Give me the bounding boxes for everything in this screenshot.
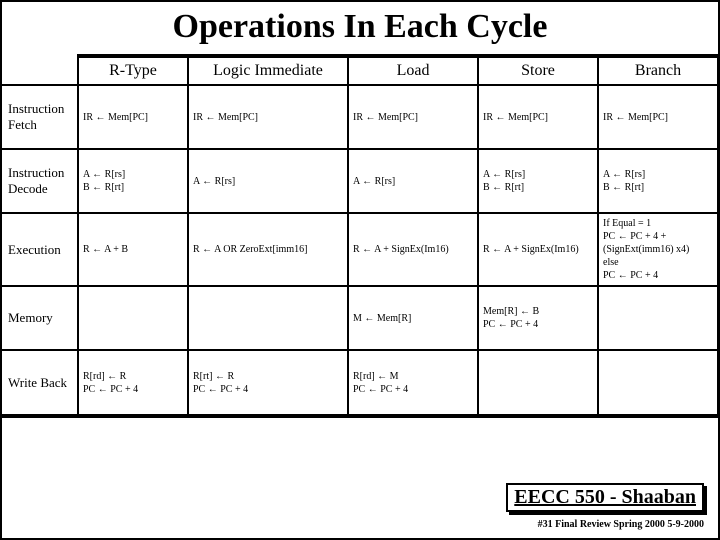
cell: R[rt] ← RPC ← PC + 4: [188, 350, 348, 416]
cell: A ← R[rs]: [348, 149, 478, 213]
table-row: Instruction Decode A ← R[rs]B ← R[rt] A …: [2, 149, 718, 213]
cell: M ← Mem[R]: [348, 286, 478, 350]
row-label: Instruction Fetch: [2, 85, 78, 149]
cell: A ← R[rs]B ← R[rt]: [598, 149, 718, 213]
cell: [188, 286, 348, 350]
cell: R ← A + SignEx(Im16): [478, 213, 598, 286]
cell: IR ← Mem[PC]: [478, 85, 598, 149]
cell: IR ← Mem[PC]: [188, 85, 348, 149]
cell: R ← A + SignEx(Im16): [348, 213, 478, 286]
row-label: Memory: [2, 286, 78, 350]
col-header: Load: [348, 56, 478, 85]
cell: IR ← Mem[PC]: [78, 85, 188, 149]
table-row: Memory M ← Mem[R] Mem[R] ← BPC ← PC + 4: [2, 286, 718, 350]
col-header: Branch: [598, 56, 718, 85]
cell: A ← R[rs]B ← R[rt]: [78, 149, 188, 213]
cell: R ← A OR ZeroExt[imm16]: [188, 213, 348, 286]
cell: IR ← Mem[PC]: [348, 85, 478, 149]
cell: [78, 286, 188, 350]
table-header-row: R-Type Logic Immediate Load Store Branch: [2, 56, 718, 85]
col-header: Logic Immediate: [188, 56, 348, 85]
row-label: Execution: [2, 213, 78, 286]
cycle-table: R-Type Logic Immediate Load Store Branch…: [2, 54, 719, 418]
cell: Mem[R] ← BPC ← PC + 4: [478, 286, 598, 350]
col-header: Store: [478, 56, 598, 85]
cell: [478, 350, 598, 416]
subfooter-text: #31 Final Review Spring 2000 5-9-2000: [538, 519, 704, 530]
footer-badge: EECC 550 - Shaaban: [506, 483, 704, 512]
table-row: Execution R ← A + B R ← A OR ZeroExt[imm…: [2, 213, 718, 286]
col-header: R-Type: [78, 56, 188, 85]
table-row: Write Back R[rd] ← RPC ← PC + 4 R[rt] ← …: [2, 350, 718, 416]
cell: A ← R[rs]: [188, 149, 348, 213]
header-blank: [2, 56, 78, 85]
page-title: Operations In Each Cycle: [2, 2, 718, 54]
table-row: Instruction Fetch IR ← Mem[PC] IR ← Mem[…: [2, 85, 718, 149]
cell: If Equal = 1PC ← PC + 4 +(SignExt(imm16)…: [598, 213, 718, 286]
cell: A ← R[rs]B ← R[rt]: [478, 149, 598, 213]
cell: [598, 350, 718, 416]
cell: IR ← Mem[PC]: [598, 85, 718, 149]
cell: R[rd] ← RPC ← PC + 4: [78, 350, 188, 416]
cell: R[rd] ← MPC ← PC + 4: [348, 350, 478, 416]
cell: [598, 286, 718, 350]
row-label: Write Back: [2, 350, 78, 416]
row-label: Instruction Decode: [2, 149, 78, 213]
cell: R ← A + B: [78, 213, 188, 286]
